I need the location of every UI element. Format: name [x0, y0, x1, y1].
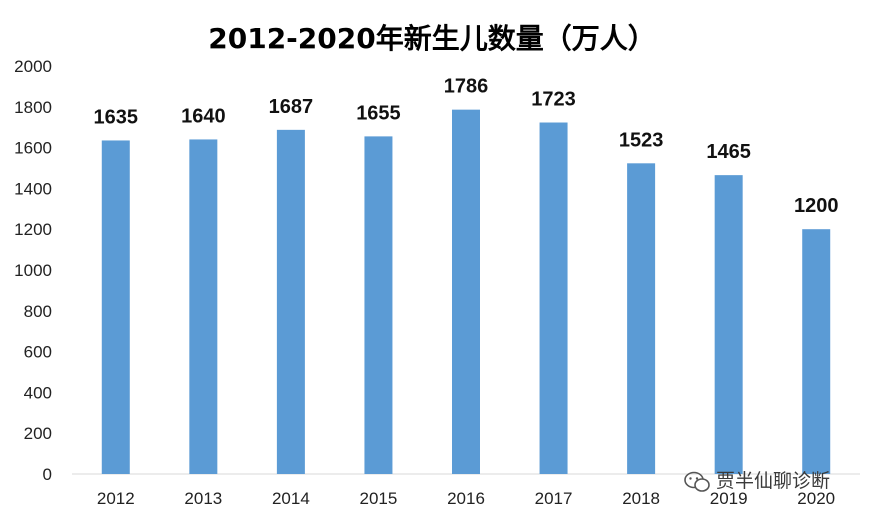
data-label: 1786	[444, 76, 489, 98]
wechat-icon	[684, 471, 710, 492]
x-tick-label: 2018	[622, 489, 660, 508]
y-tick-label: 2000	[14, 57, 52, 76]
x-tick-label: 2013	[184, 489, 222, 508]
y-tick-label: 400	[24, 383, 52, 402]
y-tick-label: 1400	[14, 179, 52, 198]
x-tick-label: 2015	[360, 489, 398, 508]
data-label: 1200	[794, 195, 839, 217]
bar	[276, 129, 305, 475]
data-label: 1635	[94, 106, 139, 128]
chart-title: 2012-2020年新生儿数量（万人）	[208, 22, 655, 55]
watermark: 贾半仙聊诊断	[684, 470, 830, 492]
y-tick-label: 1800	[14, 98, 52, 117]
bar	[452, 109, 480, 474]
y-tick-label: 1000	[14, 261, 52, 280]
data-label: 1465	[706, 141, 751, 163]
bar	[627, 163, 656, 475]
y-axis: 0 200 400 600 800 1000 1200 1400 1600 1800 2000	[14, 57, 52, 484]
bar	[364, 136, 393, 474]
y-tick-label: 200	[24, 424, 52, 443]
bar	[714, 175, 743, 474]
y-tick-label: 600	[24, 343, 52, 362]
bar	[539, 122, 568, 475]
x-tick-label: 2014	[272, 489, 310, 508]
data-label: 1523	[619, 129, 664, 151]
data-label: 1640	[181, 105, 226, 127]
x-tick-label: 2012	[97, 489, 135, 508]
y-tick-label: 1200	[14, 220, 52, 239]
x-tick-label: 2020	[797, 489, 835, 508]
bar	[189, 139, 218, 474]
x-axis: 2012 2013 2014 2015 2016 2017 2018 2019 2020	[97, 489, 835, 508]
watermark-text: 贾半仙聊诊断	[716, 470, 830, 492]
y-tick-label: 800	[24, 302, 52, 321]
bar	[101, 140, 130, 474]
y-tick-label: 1600	[14, 139, 52, 158]
data-label: 1723	[531, 89, 576, 111]
data-label: 1687	[269, 96, 314, 118]
x-tick-label: 2016	[447, 489, 485, 508]
y-tick-label: 0	[43, 465, 52, 484]
x-tick-label: 2019	[710, 489, 748, 508]
data-labels: 1635 1640 1687 1655 1786 1723 1523 1465 1200	[94, 76, 839, 218]
x-tick-label: 2017	[535, 489, 573, 508]
bar	[802, 229, 831, 474]
bars	[101, 109, 831, 475]
data-label: 1655	[356, 102, 401, 124]
